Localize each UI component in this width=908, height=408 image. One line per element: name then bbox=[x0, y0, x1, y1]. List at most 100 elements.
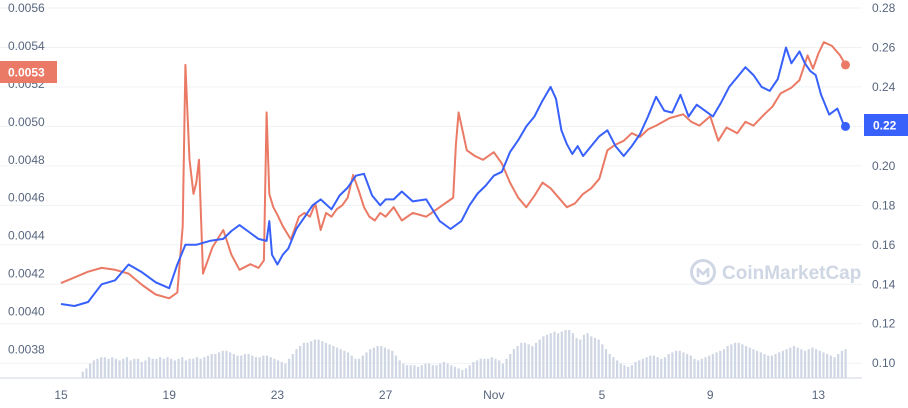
volume-bar bbox=[324, 342, 328, 378]
volume-bar bbox=[346, 352, 350, 378]
volume-bar bbox=[479, 358, 482, 378]
left-tick-label: 0.0050 bbox=[8, 115, 45, 129]
volume-bar bbox=[446, 363, 449, 378]
volume-bar bbox=[365, 352, 368, 378]
volume-bar bbox=[369, 349, 372, 378]
volume-bar bbox=[453, 366, 457, 378]
x-tick-label: 27 bbox=[379, 388, 393, 402]
volume-bar bbox=[792, 346, 796, 378]
volume-bar bbox=[575, 338, 578, 378]
volume-bar bbox=[564, 330, 567, 378]
volume-bar bbox=[424, 363, 427, 378]
volume-bar bbox=[542, 336, 545, 378]
volume-bar bbox=[759, 352, 762, 378]
volume-bar bbox=[523, 342, 527, 378]
volume-bar bbox=[619, 363, 622, 378]
volume-bar bbox=[203, 357, 206, 378]
volume-bar bbox=[604, 349, 608, 378]
x-tick-label: 19 bbox=[163, 388, 177, 402]
x-tick-label: 23 bbox=[271, 388, 285, 402]
volume-bar bbox=[450, 365, 453, 378]
right-tick-label: 0.14 bbox=[872, 277, 896, 291]
volume-bar bbox=[829, 355, 832, 378]
left-tick-label: 0.0046 bbox=[8, 191, 45, 205]
volume-bar bbox=[251, 355, 254, 378]
volume-bar bbox=[206, 355, 210, 378]
volume-bar bbox=[262, 355, 265, 378]
volume-bar bbox=[107, 358, 110, 378]
volume-bar bbox=[394, 355, 398, 378]
volume-bar bbox=[512, 349, 516, 378]
volume-bar bbox=[487, 358, 490, 378]
volume-bar bbox=[770, 355, 773, 378]
volume-bar bbox=[439, 363, 442, 378]
left-current-value-badge bbox=[0, 61, 57, 83]
current-value-badges: 0.0053 0.22 bbox=[0, 61, 908, 136]
volume-bar bbox=[354, 358, 357, 378]
volume-bar bbox=[181, 357, 184, 378]
volume-bar bbox=[752, 349, 755, 378]
volume-bar bbox=[457, 368, 460, 378]
volume-bar bbox=[686, 354, 689, 378]
volume-bar bbox=[800, 349, 803, 378]
volume-bar bbox=[568, 330, 571, 378]
volume-bar bbox=[155, 358, 158, 378]
volume-bar bbox=[464, 368, 468, 378]
volume-bar bbox=[398, 360, 401, 378]
volume-bar bbox=[162, 358, 165, 378]
left-tick-label: 0.0044 bbox=[8, 229, 45, 243]
volume-bar bbox=[520, 342, 523, 378]
volume-bar bbox=[89, 363, 92, 378]
right-tick-label: 0.18 bbox=[872, 198, 896, 212]
volume-bar bbox=[475, 360, 479, 378]
volume-bar bbox=[100, 357, 103, 378]
volume-bar bbox=[166, 357, 169, 378]
volume-bar bbox=[380, 346, 383, 378]
right-axis-ticks: 0.28 0.26 0.24 0.22 0.20 0.18 0.16 0.14 0.12 0.10 bbox=[872, 1, 896, 370]
volume-bar bbox=[339, 349, 342, 378]
volume-bar bbox=[461, 370, 464, 378]
left-tick-label: 0.0042 bbox=[8, 267, 45, 281]
volume-bar bbox=[358, 358, 361, 378]
volume-bar bbox=[188, 358, 191, 378]
volume-bar bbox=[501, 363, 504, 378]
volume-bar bbox=[343, 350, 346, 378]
right-tick-label: 0.28 bbox=[872, 1, 896, 15]
volume-bar bbox=[527, 344, 530, 378]
volume-bar bbox=[310, 341, 313, 378]
volume-bar bbox=[254, 357, 258, 378]
volume-bar bbox=[531, 346, 534, 378]
volume-bar bbox=[667, 354, 670, 378]
watermark-text: CoinMarketCap bbox=[722, 263, 861, 284]
left-current-value-text: 0.0053 bbox=[8, 66, 45, 80]
volume-bar bbox=[656, 357, 659, 378]
volume-bar bbox=[92, 360, 95, 378]
volume-bar bbox=[372, 347, 375, 378]
left-tick-label: 0.0048 bbox=[8, 153, 45, 167]
volume-bar bbox=[140, 362, 143, 378]
volume-bar bbox=[700, 358, 703, 378]
volume-bar bbox=[111, 357, 114, 378]
volume-bar bbox=[402, 363, 405, 378]
volume-bar bbox=[361, 355, 364, 378]
volume-bar bbox=[534, 342, 538, 378]
volume-bar bbox=[733, 342, 737, 378]
volume-bar bbox=[273, 358, 276, 378]
blue-series-line bbox=[60, 46, 847, 307]
volume-bar bbox=[302, 342, 305, 378]
right-tick-label: 0.16 bbox=[872, 238, 896, 252]
volume-bar bbox=[615, 360, 619, 378]
volume-bar bbox=[247, 354, 250, 378]
volume-bar bbox=[833, 357, 836, 378]
volume-bar bbox=[649, 355, 652, 378]
volume-bars bbox=[81, 330, 847, 378]
volume-bar bbox=[151, 358, 154, 378]
volume-bar bbox=[210, 354, 213, 378]
volume-bar bbox=[468, 365, 471, 378]
volume-bar bbox=[258, 357, 261, 378]
left-tick-label: 0.0040 bbox=[8, 305, 45, 319]
volume-bar bbox=[844, 349, 847, 378]
volume-bar bbox=[660, 358, 663, 378]
volume-bar bbox=[545, 334, 549, 378]
